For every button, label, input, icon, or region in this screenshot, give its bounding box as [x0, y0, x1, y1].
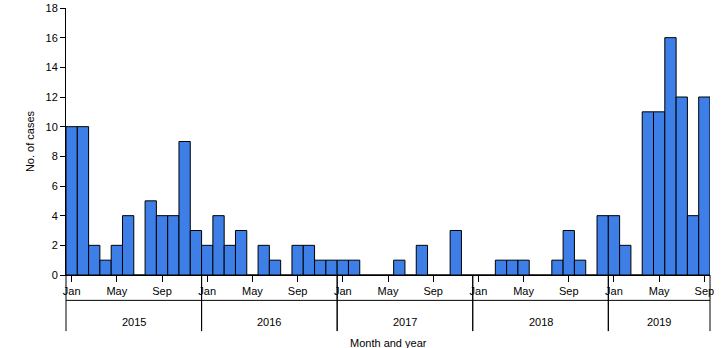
svg-text:Sep: Sep [695, 285, 715, 297]
svg-text:May: May [649, 285, 670, 297]
svg-text:Jan: Jan [334, 285, 352, 297]
svg-text:12: 12 [46, 91, 58, 103]
svg-text:Sep: Sep [423, 285, 443, 297]
svg-text:May: May [378, 285, 399, 297]
svg-text:Jan: Jan [198, 285, 216, 297]
svg-text:May: May [513, 285, 534, 297]
svg-text:2017: 2017 [393, 316, 417, 328]
svg-text:Jan: Jan [63, 285, 81, 297]
svg-text:4: 4 [52, 210, 58, 222]
svg-text:18: 18 [46, 2, 58, 14]
svg-text:May: May [106, 285, 127, 297]
svg-text:Sep: Sep [288, 285, 308, 297]
svg-text:2019: 2019 [647, 316, 671, 328]
svg-text:2015: 2015 [122, 316, 146, 328]
svg-text:8: 8 [52, 150, 58, 162]
svg-text:2016: 2016 [257, 316, 281, 328]
svg-text:14: 14 [46, 61, 58, 73]
svg-text:2: 2 [52, 239, 58, 251]
svg-text:16: 16 [46, 32, 58, 44]
svg-text:No. of cases: No. of cases [24, 110, 36, 172]
svg-text:10: 10 [46, 121, 58, 133]
svg-text:6: 6 [52, 180, 58, 192]
svg-text:Month and year: Month and year [350, 337, 427, 348]
svg-text:0: 0 [52, 269, 58, 281]
svg-text:2018: 2018 [529, 316, 553, 328]
svg-text:Jan: Jan [470, 285, 488, 297]
svg-text:May: May [242, 285, 263, 297]
svg-text:Jan: Jan [605, 285, 623, 297]
svg-text:Sep: Sep [559, 285, 579, 297]
svg-text:Sep: Sep [152, 285, 172, 297]
